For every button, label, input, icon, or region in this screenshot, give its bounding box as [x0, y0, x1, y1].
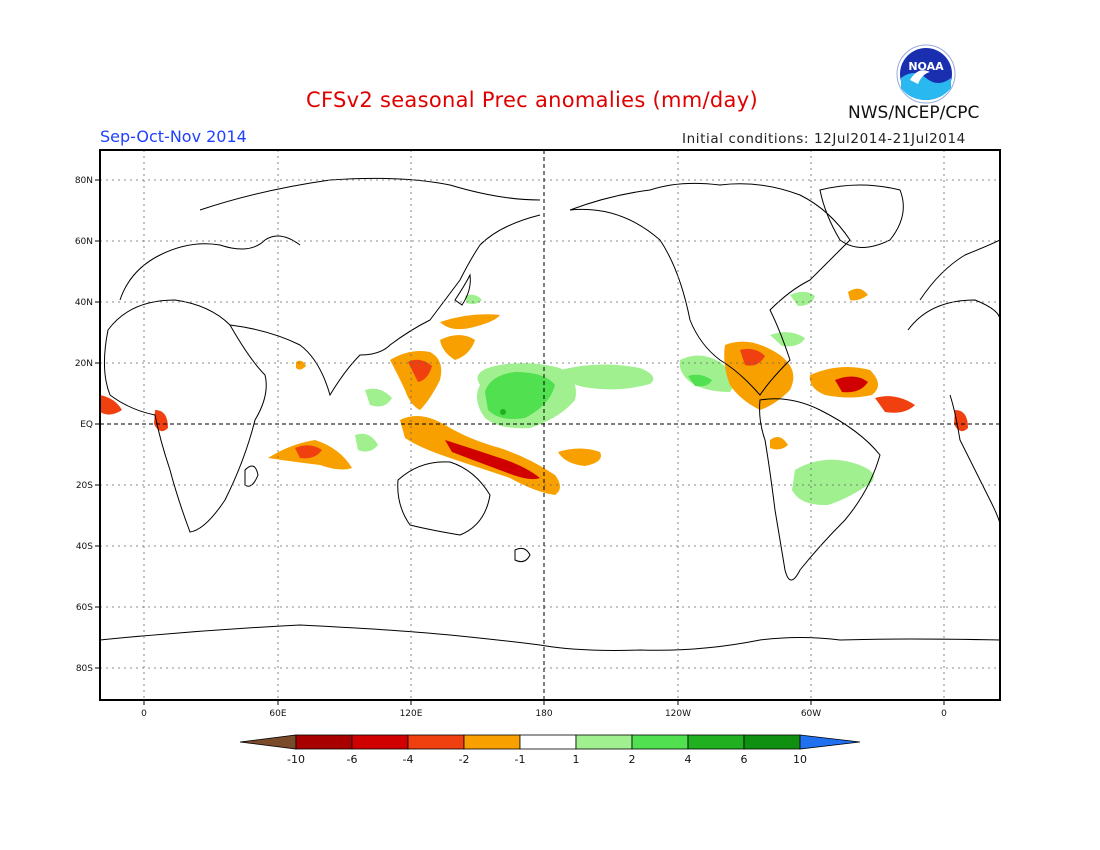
coastline-madagascar — [244, 465, 259, 487]
wet-anomaly-atlantic-2 — [770, 332, 805, 347]
colorbar-label: -2 — [459, 753, 470, 766]
dry-anomaly-caribbean — [724, 341, 794, 410]
wet-anomaly-north-pacific — [465, 294, 482, 304]
wet-anomaly-tropical-band — [560, 364, 654, 390]
colorbar-label: 1 — [573, 753, 580, 766]
dry-anomaly-gulf-guinea — [875, 396, 915, 413]
tick-marks — [95, 179, 945, 705]
wet-anomaly-bay-bengal — [365, 388, 392, 407]
dry-anomaly-caribbean-core — [740, 348, 765, 366]
longitude-labels: 0 60E 120E 180 120W 60W 0 — [141, 709, 947, 719]
dry-anomaly-west-africa-coast — [100, 395, 122, 415]
agency-label: NWS/NCEP/CPC — [848, 103, 980, 123]
svg-text:NOAA: NOAA — [908, 60, 944, 73]
coastline-africa-east — [907, 299, 1000, 331]
dry-anomaly-south-indian-core — [295, 445, 322, 459]
colorbar-swatch — [463, 734, 521, 750]
colorbar-swatch — [743, 734, 801, 750]
lon-tick-label: 60W — [801, 709, 821, 719]
wet-anomaly-east-pacific-core — [688, 374, 712, 387]
lat-tick-label: 40S — [76, 542, 93, 552]
map-title: CFSv2 seasonal Prec anomalies (mm/day) — [306, 88, 758, 112]
dry-anomaly-tropical-atlantic-core — [835, 376, 868, 393]
coastline-north-america — [569, 182, 851, 396]
map-frame — [99, 149, 1001, 701]
dry-anomaly-philippines-core — [408, 359, 432, 382]
coastline-japan — [454, 273, 471, 306]
wet-anomaly-atlantic — [790, 291, 815, 306]
season-label: Sep-Oct-Nov 2014 — [100, 127, 247, 146]
noaa-logo: NOAA — [896, 44, 956, 104]
colorbar-swatch — [519, 734, 577, 750]
lon-tick-label: 120E — [400, 709, 423, 719]
coastline-europe — [119, 235, 301, 301]
coastline-antarctica — [100, 624, 1000, 651]
lat-tick-label: 80N — [75, 176, 93, 186]
wet-anomaly-core-point — [500, 409, 506, 415]
lat-tick-label: 60N — [75, 237, 93, 247]
colorbar: -10 -6 -4 -2 -1 1 2 4 6 10 — [239, 734, 861, 766]
lon-tick-label: 0 — [941, 709, 947, 719]
colorbar-swatch — [687, 734, 745, 750]
coastline-asia — [229, 214, 541, 397]
colorbar-label: 6 — [741, 753, 748, 766]
initial-conditions-label: Initial conditions: 12Jul2014-21Jul2014 — [682, 131, 966, 147]
dry-anomaly-south-pacific — [558, 448, 601, 466]
wet-anomaly-brazil — [792, 459, 874, 506]
lon-tick-label: 120W — [665, 709, 691, 719]
lat-tick-label: 40N — [75, 298, 93, 308]
colorbar-swatch — [407, 734, 465, 750]
colorbar-high-arrow — [799, 734, 861, 750]
wet-anomaly-central-pacific-core — [485, 372, 555, 419]
dry-anomaly-north-atlantic — [848, 288, 868, 301]
colorbar-swatch — [575, 734, 633, 750]
dry-anomaly-arabian-sea — [296, 360, 306, 370]
dry-anomaly-kuroshio — [440, 314, 500, 330]
lat-tick-label: 80S — [76, 664, 93, 674]
coastlines — [100, 177, 1000, 651]
coastline-africa — [103, 299, 267, 533]
colorbar-label: 2 — [629, 753, 636, 766]
colorbar-swatch — [631, 734, 689, 750]
colorbar-label: -6 — [347, 753, 358, 766]
coastline-new-zealand — [514, 547, 531, 563]
colorbar-label: 4 — [685, 753, 692, 766]
coastline-greenland — [819, 184, 904, 248]
coastline-africa-west-right — [949, 394, 1000, 526]
coastline-asia-north — [199, 177, 541, 211]
latitude-labels: 80N 60N 40N 20N EQ 20S 40S 60S 80S — [75, 176, 93, 674]
colorbar-swatch — [351, 734, 409, 750]
wet-anomaly-indian-ocean — [355, 433, 378, 452]
anomaly-fields — [100, 288, 968, 506]
lat-tick-label: 60S — [76, 603, 93, 613]
lon-tick-label: 0 — [141, 709, 147, 719]
colorbar-label: 10 — [793, 753, 807, 766]
colorbar-label: -4 — [403, 753, 414, 766]
coastline-australia — [397, 461, 491, 536]
coastline-europe-east — [919, 239, 1000, 301]
colorbar-label: -1 — [515, 753, 526, 766]
lat-tick-label: 20S — [76, 481, 93, 491]
colorbar-low-arrow — [239, 734, 297, 750]
lon-tick-label: 180 — [535, 709, 552, 719]
dry-anomaly-maritime-core — [445, 440, 540, 480]
dry-anomaly-amazon — [770, 436, 788, 450]
graticule — [100, 150, 1000, 700]
colorbar-swatch — [295, 734, 353, 750]
lon-tick-label: 60E — [269, 709, 286, 719]
dry-anomaly-west-pacific-band — [440, 335, 475, 360]
colorbar-label: -10 — [287, 753, 305, 766]
lat-tick-label: 20N — [75, 359, 93, 369]
lat-tick-label: EQ — [80, 420, 93, 430]
